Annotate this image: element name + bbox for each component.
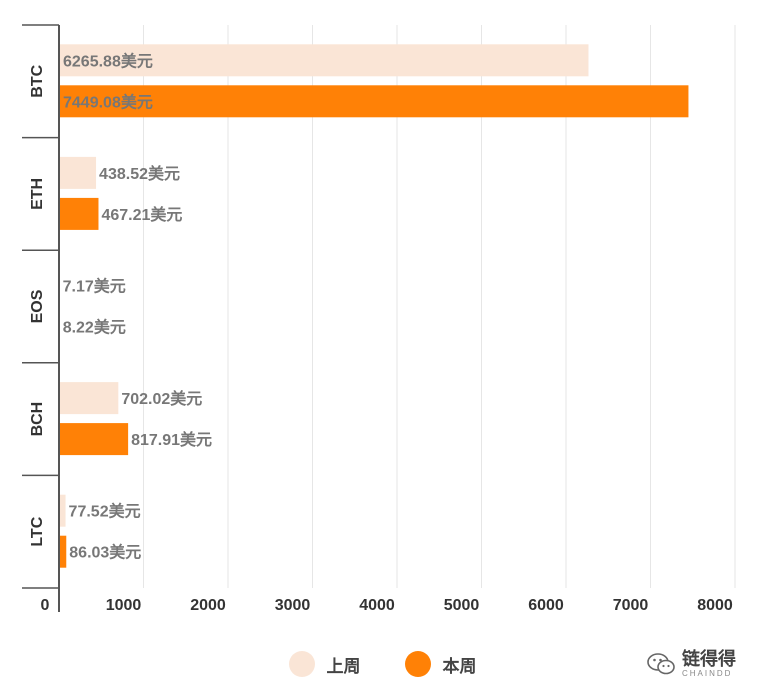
x-tick-label-0: 0 xyxy=(41,597,50,614)
data-label-eth-last-week: 438.52美元 xyxy=(99,164,180,183)
bar-chart: 0 1000 2000 3000 4000 5000 6000 7000 8000 BTC 6265… xyxy=(22,24,736,614)
bar-eth-this-week[interactable] xyxy=(59,197,99,230)
category-label-btc: BTC xyxy=(29,64,46,97)
x-tick-label-4000: 4000 xyxy=(359,597,395,614)
legend-item-this-week[interactable]: 本周 xyxy=(404,651,477,677)
bar-bch-last-week[interactable] xyxy=(59,382,119,415)
category-label-eos: EOS xyxy=(29,289,46,323)
bar-ltc-this-week[interactable] xyxy=(59,535,67,568)
legend-swatch-last-week xyxy=(288,651,315,677)
x-tick-label-5000: 5000 xyxy=(444,597,480,614)
bars xyxy=(59,44,689,568)
legend-swatch-this-week xyxy=(404,651,431,677)
watermark-text: 链得得 xyxy=(682,649,736,669)
x-tick-label-2000: 2000 xyxy=(190,597,226,614)
category-label-bch: BCH xyxy=(29,402,46,437)
data-label-eth-this-week: 467.21美元 xyxy=(101,205,182,224)
data-label-btc-this-week: 7449.08美元 xyxy=(63,92,153,111)
bar-btc-last-week[interactable] xyxy=(59,44,589,77)
x-tick-label-6000: 6000 xyxy=(528,597,564,614)
x-tick-label-3000: 3000 xyxy=(275,597,311,614)
bar-bch-this-week[interactable] xyxy=(59,423,129,456)
data-label-bch-last-week: 702.02美元 xyxy=(121,389,202,408)
x-tick-label-8000: 8000 xyxy=(697,597,733,614)
data-label-ltc-this-week: 86.03美元 xyxy=(69,543,141,562)
data-label-eos-last-week: 7.17美元 xyxy=(63,277,126,296)
bar-ltc-last-week[interactable] xyxy=(59,494,66,527)
data-label-btc-last-week: 6265.88美元 xyxy=(63,51,153,70)
legend-item-last-week[interactable]: 上周 xyxy=(288,651,361,677)
category-label-eth: ETH xyxy=(29,178,46,210)
watermark-subtext: CHAINDD xyxy=(682,669,733,678)
bar-btc-this-week[interactable] xyxy=(59,85,689,118)
data-label-ltc-last-week: 77.52美元 xyxy=(69,502,141,521)
data-label-bch-this-week: 817.91美元 xyxy=(131,430,212,449)
gridlines xyxy=(143,25,736,588)
legend-label-last-week: 上周 xyxy=(326,656,361,676)
labels: 0 1000 2000 3000 4000 5000 6000 7000 8000 BTC 6265… xyxy=(29,51,733,614)
x-tick-label-7000: 7000 xyxy=(613,597,649,614)
wechat-icon xyxy=(647,653,675,675)
data-label-eos-this-week: 8.22美元 xyxy=(63,318,126,337)
legend-label-this-week: 本周 xyxy=(442,656,477,676)
axes xyxy=(22,24,60,612)
watermark: 链得得 CHAINDD xyxy=(646,644,761,684)
legend: 上周 本周 xyxy=(0,650,765,678)
x-tick-label-1000: 1000 xyxy=(106,597,142,614)
category-label-ltc: LTC xyxy=(29,516,46,546)
bar-eth-last-week[interactable] xyxy=(59,156,97,189)
